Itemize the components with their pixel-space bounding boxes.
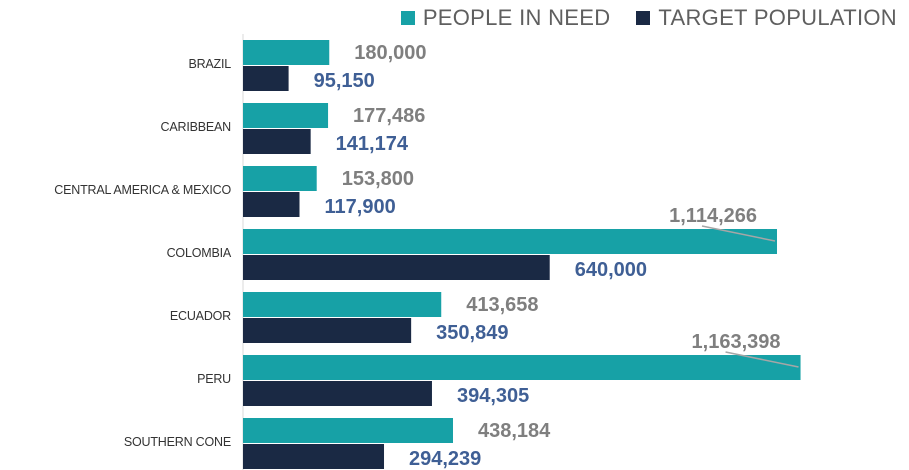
data-label-people-in-need-southern-cone: 438,184: [478, 420, 551, 442]
category-label-ecuador: ECUADOR: [170, 309, 231, 323]
data-label-target-population-colombia: 640,000: [575, 259, 647, 281]
bar-people-in-need-southern-cone: [243, 418, 453, 443]
legend: PEOPLE IN NEED TARGET POPULATION: [400, 5, 897, 31]
legend-label-target-population: TARGET POPULATION: [658, 5, 897, 30]
bar-target-population-caribbean: [243, 129, 311, 154]
bar-people-in-need-ecuador: [243, 292, 442, 317]
bar-people-in-need-colombia: [243, 229, 777, 254]
data-label-target-population-caribbean: 141,174: [336, 133, 409, 155]
bar-people-in-need-peru: [243, 355, 801, 380]
data-label-target-population-ecuador: 350,849: [436, 322, 508, 344]
category-label-peru: PERU: [197, 372, 231, 386]
bar-target-population-southern-cone: [243, 444, 385, 469]
data-label-target-population-central-america-mexico: 117,900: [325, 196, 396, 218]
data-label-people-in-need-ecuador: 413,658: [466, 294, 538, 316]
category-label-caribbean: CARIBBEAN: [161, 120, 232, 134]
bar-target-population-brazil: [243, 66, 289, 91]
data-label-people-in-need-peru: 1,163,398: [692, 331, 781, 353]
bar-target-population-ecuador: [243, 318, 412, 343]
bar-people-in-need-brazil: [243, 40, 330, 65]
legend-swatch-people-in-need: [400, 11, 415, 25]
data-label-target-population-southern-cone: 294,239: [409, 448, 481, 470]
legend-item-people-in-need: PEOPLE IN NEED: [400, 5, 611, 31]
category-label-brazil: BRAZIL: [188, 57, 231, 71]
data-label-target-population-peru: 394,305: [457, 385, 529, 407]
category-label-colombia: COLOMBIA: [167, 246, 232, 260]
bar-target-population-central-america-mexico: [243, 192, 300, 217]
data-label-people-in-need-colombia: 1,114,266: [669, 205, 757, 227]
legend-swatch-target-population: [636, 11, 651, 25]
legend-item-target-population: TARGET POPULATION: [636, 5, 897, 31]
leader-line-people-in-need-colombia: [701, 225, 776, 242]
data-label-people-in-need-central-america-mexico: 153,800: [342, 168, 414, 190]
data-label-target-population-brazil: 95,150: [314, 70, 375, 92]
category-label-central-america-mexico: CENTRAL AMERICA & MEXICO: [54, 183, 231, 197]
bar-target-population-colombia: [243, 255, 550, 280]
data-label-people-in-need-brazil: 180,000: [354, 42, 426, 64]
category-label-southern-cone: SOUTHERN CONE: [124, 435, 231, 449]
leader-line-people-in-need-peru: [725, 351, 799, 368]
legend-label-people-in-need: PEOPLE IN NEED: [422, 5, 611, 30]
data-label-people-in-need-caribbean: 177,486: [353, 105, 425, 127]
bar-people-in-need-caribbean: [243, 103, 329, 128]
bar-target-population-peru: [243, 381, 432, 406]
bar-people-in-need-central-america-mexico: [243, 166, 317, 191]
